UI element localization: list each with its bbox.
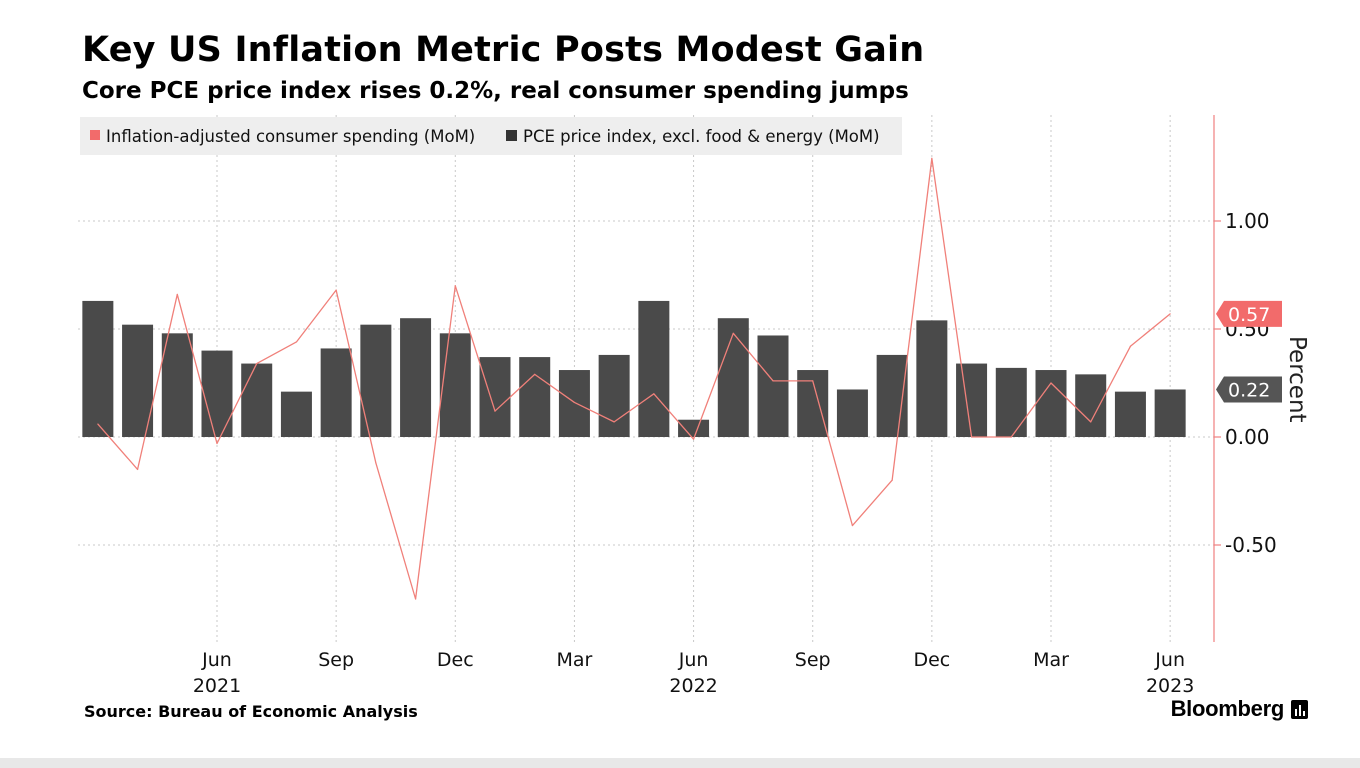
line-point — [692, 438, 695, 440]
terminal-icon — [1291, 699, 1308, 719]
line-point — [1169, 313, 1171, 315]
bar — [201, 350, 233, 437]
bar — [1154, 389, 1186, 437]
line-point — [613, 421, 615, 423]
line-point — [335, 289, 337, 291]
bar — [479, 357, 511, 437]
legend-label-line: Inflation-adjusted consumer spending (Mo… — [106, 127, 475, 146]
y-axis-label: Percent — [1284, 336, 1310, 423]
line-layer — [97, 157, 1171, 600]
line-point — [931, 157, 933, 159]
x-tick-label: Sep — [795, 649, 831, 671]
bar — [836, 389, 868, 437]
legend: Inflation-adjusted consumer spending (Mo… — [80, 117, 902, 155]
x-tick-label: Jun — [201, 649, 232, 671]
bar — [400, 318, 432, 437]
line-point — [1090, 421, 1092, 423]
legend-box — [80, 117, 902, 155]
spending-last-value-tag-label: 0.57 — [1228, 304, 1270, 326]
line-point — [1050, 382, 1052, 384]
line-point — [970, 436, 973, 438]
bar — [995, 367, 1027, 437]
chart-title: Key US Inflation Metric Posts Modest Gai… — [82, 30, 925, 70]
bar — [241, 363, 273, 437]
bar — [161, 333, 193, 437]
bottom-strip — [0, 758, 1360, 768]
bar — [598, 354, 630, 437]
x-axis: Jun Sep Dec Mar Jun Sep Dec Mar Jun 2021 2022 2023 — [193, 649, 1195, 697]
bar — [678, 419, 710, 437]
bar — [916, 320, 948, 437]
bar — [1075, 374, 1107, 437]
legend-swatch-line — [90, 130, 100, 140]
line-point — [256, 362, 258, 365]
bar-layer — [82, 300, 1186, 437]
line-point — [653, 393, 655, 395]
y-tick-label: 0.00 — [1225, 425, 1270, 449]
bar — [439, 333, 471, 437]
source-note: Source: Bureau of Economic Analysis — [84, 702, 418, 721]
line-point — [375, 462, 377, 464]
bar — [82, 300, 114, 437]
line-point — [216, 442, 218, 445]
bar — [122, 324, 154, 437]
legend-swatch-bar — [506, 130, 517, 141]
x-tick-label: Mar — [1033, 649, 1069, 671]
line-point — [136, 468, 139, 470]
line-point — [1010, 436, 1012, 438]
line-point — [97, 423, 99, 425]
y-tick-label: -0.50 — [1225, 533, 1277, 557]
spending-last-value-tag-shape — [1216, 300, 1282, 327]
brand-logo: Bloomberg — [1171, 696, 1308, 722]
legend-label-bar: PCE price index, excl. food & energy (Mo… — [523, 127, 880, 146]
line-point — [534, 373, 536, 375]
x-tick-label: Dec — [913, 649, 950, 671]
x-year-label: 2023 — [1146, 675, 1194, 697]
line-point — [772, 380, 774, 382]
bar — [558, 370, 590, 437]
brand-name: Bloomberg — [1170, 696, 1285, 721]
spending-line — [97, 157, 1171, 600]
core-pce-last-value-tag-shape — [1216, 376, 1282, 403]
line-point — [454, 285, 456, 287]
bar — [1035, 370, 1067, 437]
line-point — [295, 341, 298, 343]
x-year-label: 2021 — [193, 675, 241, 697]
x-year-label: 2022 — [669, 675, 717, 697]
x-tick-label: Jun — [1154, 649, 1185, 671]
chart-area: -0.500.000.501.00 Jun Sep Dec Mar Jun Sep Dec M… — [78, 115, 1310, 697]
x-tick-label: Sep — [318, 649, 354, 671]
bar — [797, 370, 829, 437]
line-point — [851, 524, 854, 527]
line-point — [812, 380, 814, 382]
bar — [360, 324, 392, 437]
x-tick-label: Mar — [556, 649, 592, 671]
bar — [280, 391, 312, 437]
y-tick-label: 1.00 — [1225, 209, 1270, 233]
bar — [717, 318, 749, 437]
bar — [320, 348, 352, 437]
line-point — [176, 293, 178, 296]
line-point — [414, 598, 417, 600]
line-point — [891, 479, 893, 481]
line-point — [1129, 345, 1132, 347]
bar — [757, 335, 789, 437]
line-point — [573, 401, 576, 404]
last-value-tags: 0.57 0.22 — [1216, 300, 1282, 403]
line-point — [732, 332, 734, 334]
chart-subtitle: Core PCE price index rises 0.2%, real co… — [82, 78, 909, 104]
x-tick-label: Dec — [437, 649, 474, 671]
core-pce-last-value-tag-label: 0.22 — [1228, 379, 1270, 401]
bar — [1114, 391, 1146, 437]
bar — [638, 300, 670, 437]
bar — [519, 357, 551, 437]
line-point — [494, 410, 496, 412]
bar — [956, 363, 988, 437]
x-tick-label: Jun — [678, 649, 709, 671]
